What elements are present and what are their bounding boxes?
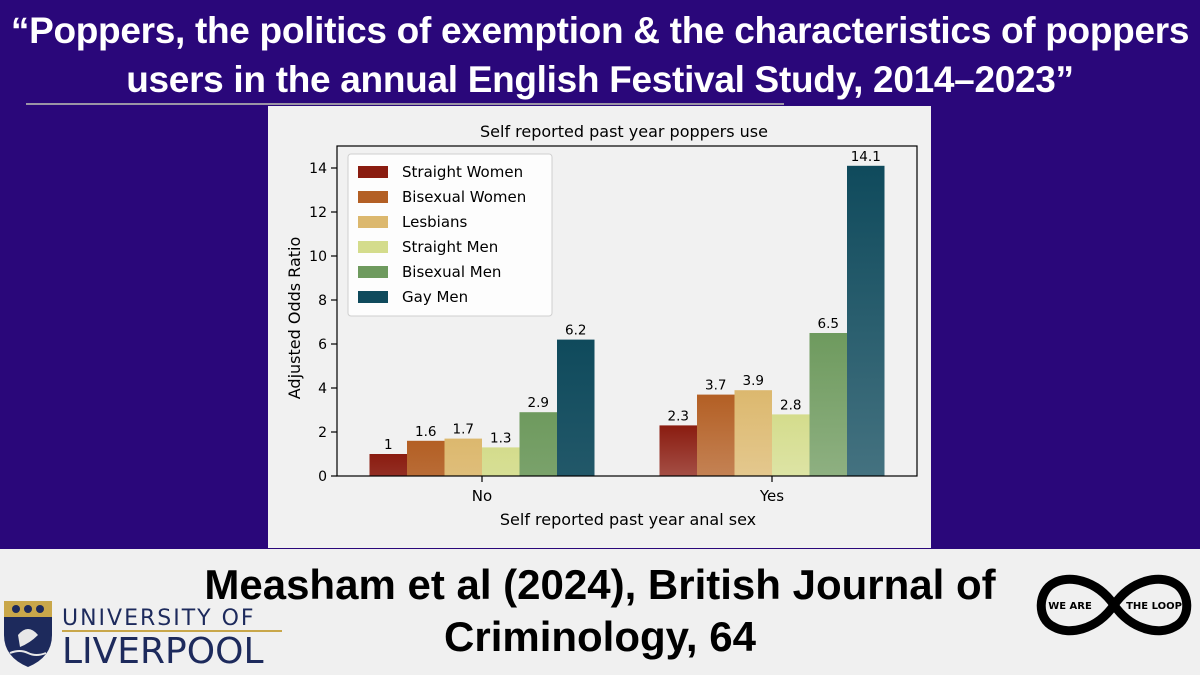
footer: Measham et al (2024), British Journal of… [0,549,1200,675]
legend-swatch [358,191,388,203]
y-tick-label: 0 [318,469,327,485]
title-divider [26,103,784,105]
y-axis-label: Adjusted Odds Ratio [285,237,304,400]
legend-label: Bisexual Women [402,188,526,206]
y-tick-label: 6 [318,337,327,353]
bar-value-label: 3.9 [743,373,764,389]
bar-value-label: 14.1 [851,149,881,165]
legend: Straight Women Bisexual Women Lesbians Stra… [347,153,553,317]
legend-box [347,153,553,317]
legend-label: Straight Men [402,238,498,256]
bar-gay-men-no [557,339,595,476]
x-tick-label: Yes [759,487,784,505]
legend-label: Lesbians [402,213,468,231]
legend-swatch [358,291,388,303]
chart-title: Self reported past year poppers use [480,122,768,141]
chart-panel: Self reported past year poppers use Adju… [268,106,931,548]
citation-line-1: Measham et al (2024), British Journal of [204,561,996,608]
bar-value-label: 1.7 [453,422,474,438]
legend-swatch [358,266,388,278]
bar-lesbians-no [444,438,482,476]
we-are-the-loop-logo: WE ARE THE LOOP [1036,574,1192,636]
y-tick-label: 14 [309,161,327,177]
bar-chart: Self reported past year poppers use Adju… [285,122,918,529]
bar-value-label: 2.3 [668,408,689,424]
bar-lesbians-yes [734,390,772,476]
bar-bisexual-men-no [519,412,557,476]
citation: Measham et al (2024), British Journal of… [140,559,1060,663]
bar-straight-women-yes [659,425,697,476]
legend-label: Gay Men [402,288,468,306]
slide-title-line-2: users in the annual English Festival Stu… [126,59,1074,100]
logo-line-1: UNIVERSITY OF [62,606,256,631]
bar-value-label: 1.3 [490,430,511,446]
bar-straight-women-no [369,454,407,476]
bar-value-label: 6.5 [818,316,839,332]
citation-line-2: Criminology, 64 [444,613,756,660]
y-tick-label: 2 [318,425,327,441]
bar-value-label: 6.2 [565,323,586,339]
legend-swatch [358,216,388,228]
bar-gay-men-yes [847,165,885,477]
bar-value-label: 1 [384,437,393,453]
bars: 1 1.6 1.7 1.3 2.9 6.2 2.3 3.7 3.9 2.8 6.5 14.1 [369,149,885,477]
plot-frame [336,145,918,477]
bar-value-label: 2.8 [780,397,801,413]
y-tick-label: 8 [318,293,327,309]
bar-bisexual-men-yes [809,333,847,476]
infinity-loop-icon [1036,574,1192,636]
y-axis: 0 2 4 6 8 10 12 14 [309,161,337,485]
legend-label: Straight Women [402,163,523,181]
legend-swatch [358,166,388,178]
university-crest-icon [4,601,52,667]
legend-swatch [358,241,388,253]
slide-title: “Poppers, the politics of exemption & th… [10,6,1190,104]
university-of-liverpool-logo: UNIVERSITY OF LIVERPOOL [4,601,282,669]
title-banner: “Poppers, the politics of exemption & th… [0,0,1200,108]
y-tick-label: 12 [309,205,327,221]
bar-straight-men-no [482,447,520,476]
logo-word-1: WE ARE [1048,601,1092,612]
legend-label: Bisexual Men [402,263,501,281]
logo-line-2: LIVERPOOL [62,631,264,669]
logo-word-2: THE LOOP [1126,601,1182,612]
bar-value-label: 1.6 [415,424,436,440]
y-tick-label: 4 [318,381,327,397]
bar-value-label: 2.9 [528,395,549,411]
slide-title-line-1: “Poppers, the politics of exemption & th… [10,10,1190,51]
y-tick-label: 10 [309,249,327,265]
x-tick-label: No [472,487,492,505]
bar-value-label: 3.7 [705,378,726,394]
bar-straight-men-yes [772,414,810,476]
x-axis-label: Self reported past year anal sex [500,510,756,529]
bar-bisexual-women-yes [697,394,735,476]
bar-bisexual-women-no [407,440,445,476]
x-axis: No Yes [472,476,784,505]
